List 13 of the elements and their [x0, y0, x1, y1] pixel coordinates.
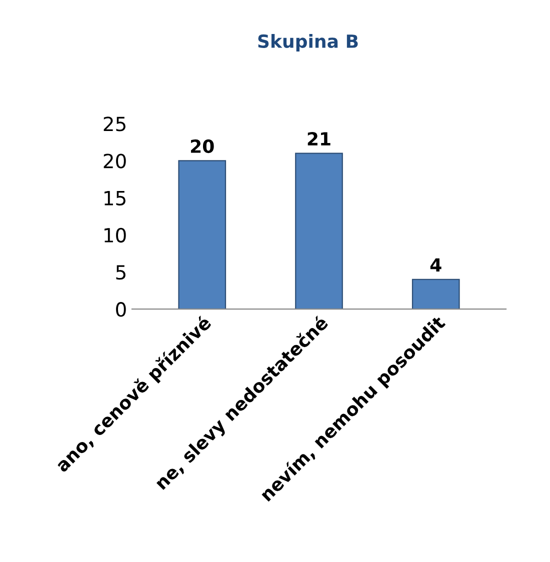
data-label: 21	[308, 132, 330, 146]
y-tick-label: 10	[104, 228, 126, 243]
data-label: 4	[430, 258, 442, 272]
y-tick-label: 0	[116, 302, 126, 317]
y-tick-label: 20	[104, 154, 126, 168]
bar	[178, 160, 226, 310]
chart-title: Skupina B	[258, 34, 358, 52]
y-tick-label: 15	[104, 191, 126, 206]
bar	[295, 152, 343, 310]
y-tick-label: 5	[116, 265, 126, 280]
data-label: 20	[190, 139, 214, 154]
bar	[412, 278, 460, 310]
y-tick-label: 25	[104, 116, 126, 132]
